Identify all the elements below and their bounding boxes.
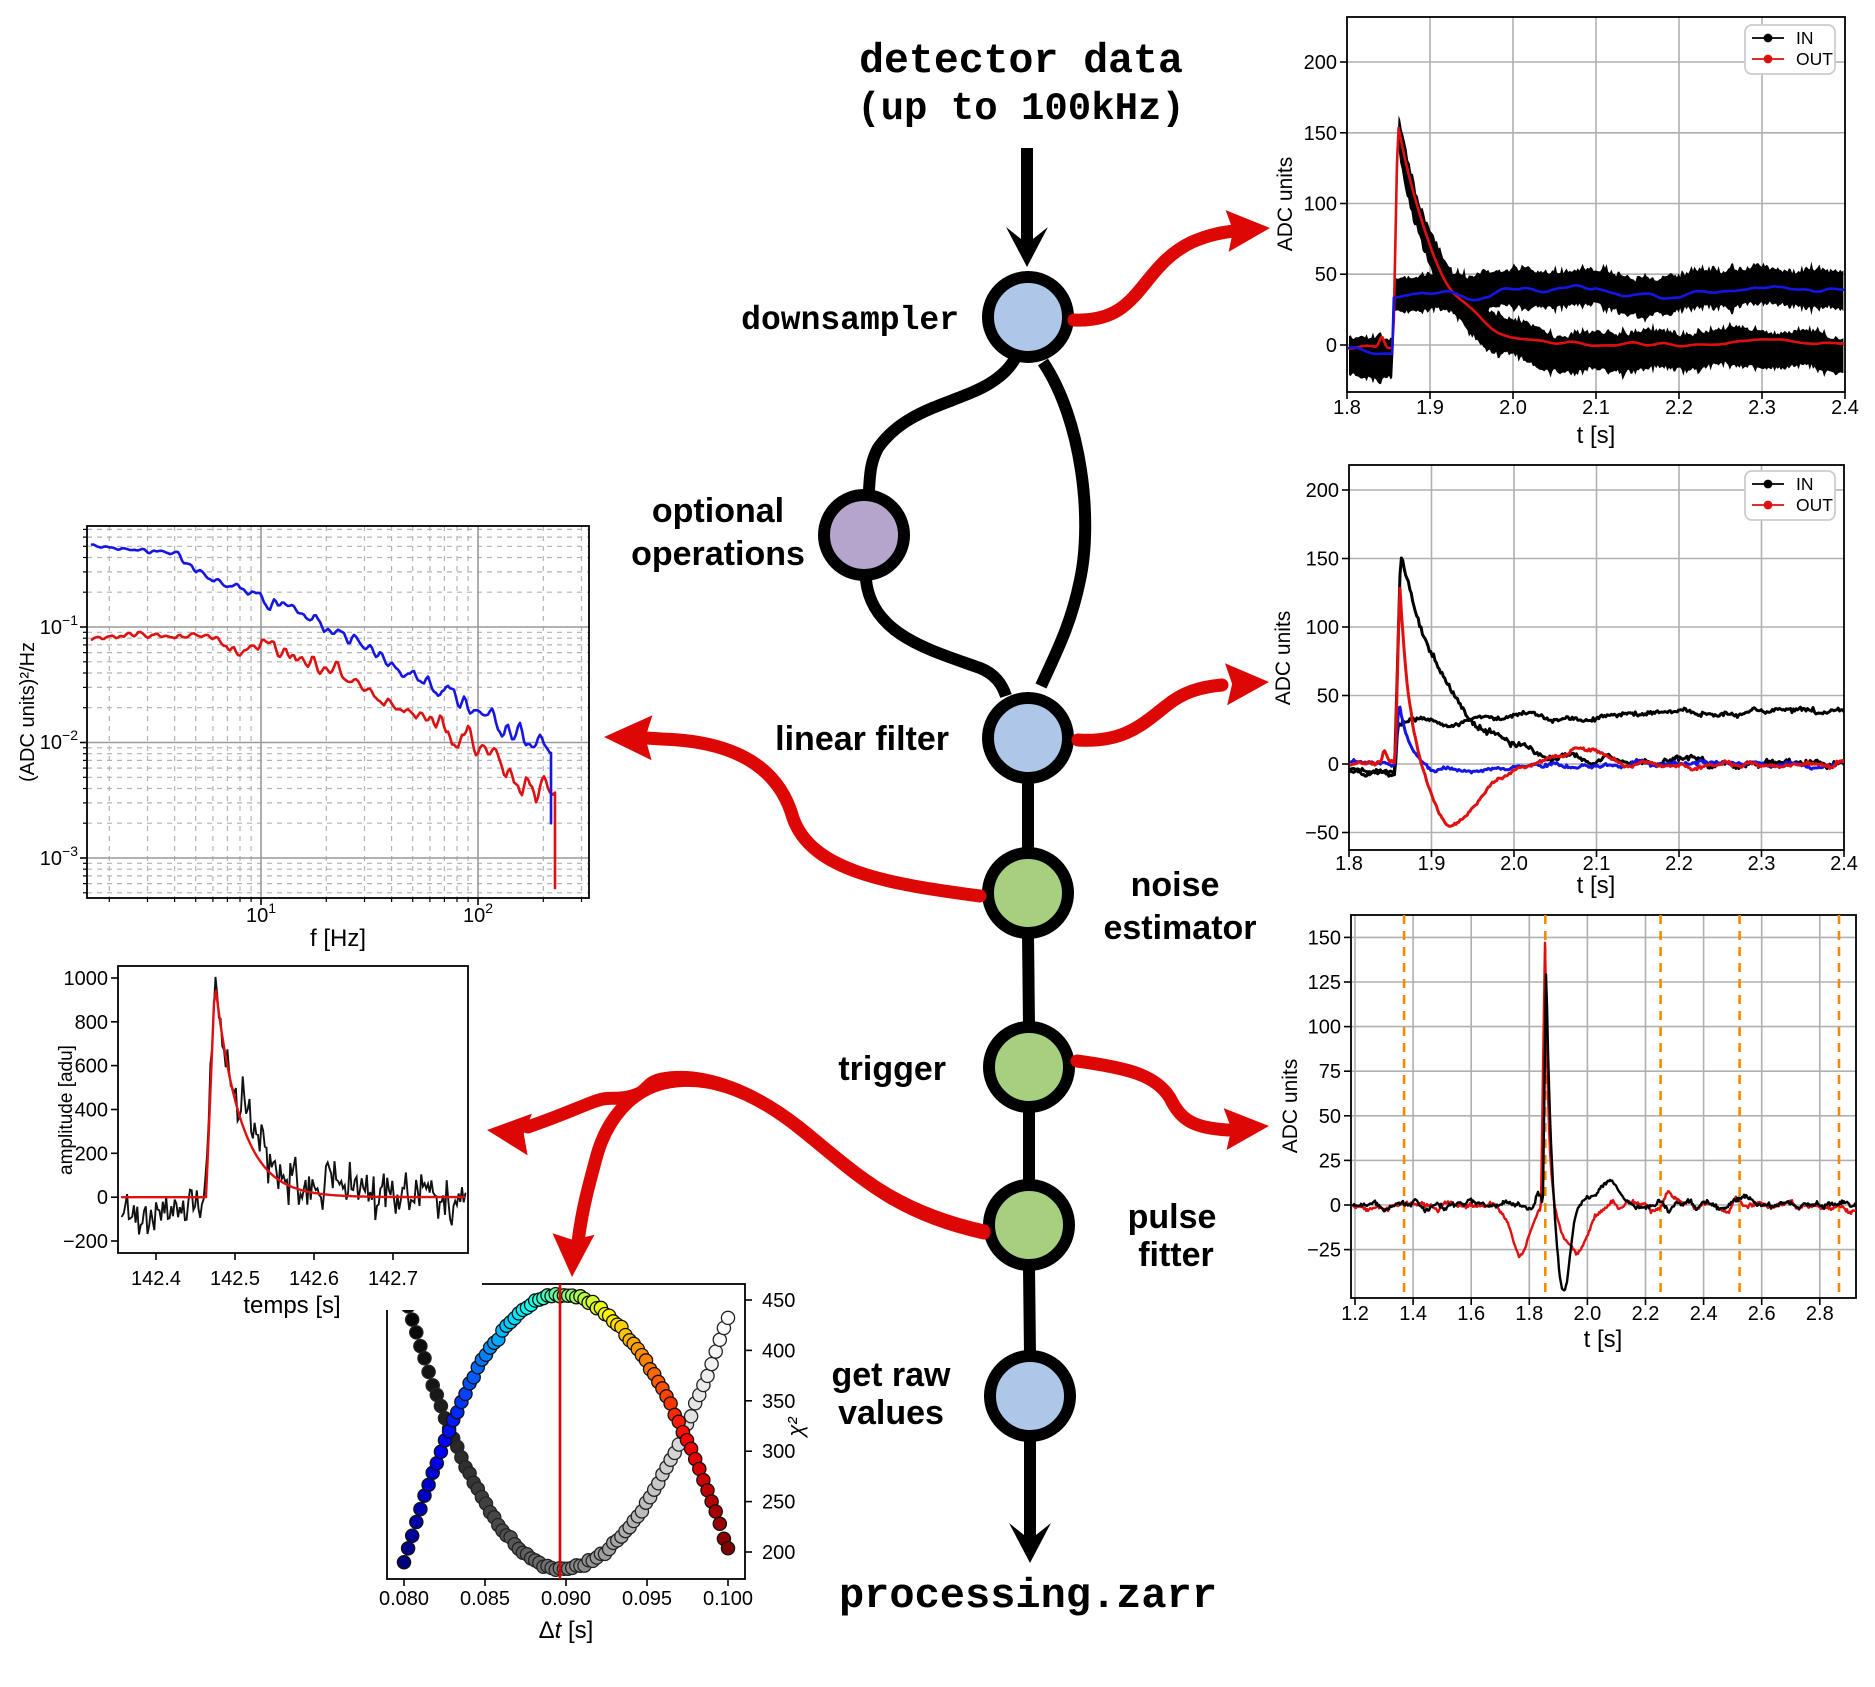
svg-text:2.8: 2.8 <box>1806 1303 1834 1325</box>
svg-text:142.7: 142.7 <box>368 1268 418 1290</box>
svg-text:ADC units: ADC units <box>1274 157 1297 252</box>
svg-text:0: 0 <box>1328 754 1339 776</box>
svg-text:pulse: pulse <box>1128 1198 1217 1236</box>
svg-text:50: 50 <box>1319 1106 1341 1128</box>
svg-text:100: 100 <box>1304 194 1337 216</box>
svg-text:fitter: fitter <box>1138 1236 1214 1274</box>
svg-text:OUT: OUT <box>1796 49 1833 69</box>
svg-text:150: 150 <box>1306 549 1339 571</box>
svg-text:100: 100 <box>1308 1017 1341 1039</box>
svg-text:2.0: 2.0 <box>1573 1303 1601 1325</box>
svg-text:2.2: 2.2 <box>1632 1303 1660 1325</box>
svg-text:150: 150 <box>1304 123 1337 145</box>
svg-text:1.9: 1.9 <box>1416 397 1444 419</box>
svg-text:1.6: 1.6 <box>1457 1303 1485 1325</box>
svg-text:125: 125 <box>1308 972 1341 994</box>
svg-text:t [s]: t [s] <box>1577 872 1616 899</box>
svg-text:−25: −25 <box>1307 1240 1341 1262</box>
svg-text:250: 250 <box>762 1492 795 1514</box>
svg-text:temps [s]: temps [s] <box>243 1292 340 1319</box>
svg-text:linear filter: linear filter <box>775 720 949 758</box>
svg-text:0.100: 0.100 <box>703 1588 753 1610</box>
svg-text:detector data: detector data <box>859 38 1183 85</box>
svg-text:1.2: 1.2 <box>1341 1303 1369 1325</box>
svg-text:450: 450 <box>762 1290 795 1312</box>
svg-text:(up to 100kHz): (up to 100kHz) <box>857 87 1185 131</box>
svg-text:2.1: 2.1 <box>1582 397 1610 419</box>
svg-text:150: 150 <box>1308 927 1341 949</box>
svg-text:IN: IN <box>1796 28 1814 48</box>
svg-text:1000: 1000 <box>64 968 109 990</box>
svg-text:2.2: 2.2 <box>1665 853 1693 875</box>
svg-text:1.8: 1.8 <box>1335 853 1363 875</box>
svg-text:0: 0 <box>97 1187 108 1209</box>
svg-text:noise: noise <box>1131 866 1220 904</box>
svg-text:142.6: 142.6 <box>289 1268 339 1290</box>
svg-text:0.085: 0.085 <box>460 1588 510 1610</box>
svg-text:OUT: OUT <box>1796 495 1833 515</box>
svg-text:optional: optional <box>652 492 784 530</box>
svg-text:downsampler: downsampler <box>741 302 959 339</box>
svg-text:50: 50 <box>1317 686 1339 708</box>
svg-text:2.2: 2.2 <box>1665 397 1693 419</box>
svg-text:get raw: get raw <box>831 1356 951 1394</box>
svg-text:10−1: 10−1 <box>40 612 78 639</box>
svg-text:Δt [s]: Δt [s] <box>539 1617 594 1644</box>
svg-text:800: 800 <box>75 1012 108 1034</box>
svg-text:−200: −200 <box>63 1231 108 1253</box>
svg-text:2.3: 2.3 <box>1748 853 1776 875</box>
svg-text:ADC units: ADC units <box>1272 611 1295 706</box>
svg-text:300: 300 <box>762 1441 795 1463</box>
svg-text:1.4: 1.4 <box>1399 1303 1427 1325</box>
svg-text:75: 75 <box>1319 1061 1341 1083</box>
svg-text:t [s]: t [s] <box>1577 422 1616 449</box>
svg-text:2.4: 2.4 <box>1830 853 1858 875</box>
svg-text:600: 600 <box>75 1056 108 1078</box>
svg-text:χ²: χ² <box>783 1417 808 1439</box>
svg-text:values: values <box>838 1394 944 1432</box>
svg-text:400: 400 <box>75 1100 108 1122</box>
svg-text:50: 50 <box>1315 264 1337 286</box>
svg-text:processing.zarr: processing.zarr <box>839 1572 1217 1620</box>
svg-text:2.4: 2.4 <box>1690 1303 1718 1325</box>
svg-text:2.4: 2.4 <box>1831 397 1859 419</box>
svg-text:350: 350 <box>762 1391 795 1413</box>
svg-text:0.080: 0.080 <box>379 1588 429 1610</box>
svg-text:200: 200 <box>1306 480 1339 502</box>
svg-text:amplitude [adu]: amplitude [adu] <box>56 1045 77 1175</box>
svg-text:10−2: 10−2 <box>40 727 78 754</box>
svg-text:2.1: 2.1 <box>1583 853 1611 875</box>
svg-text:200: 200 <box>75 1143 108 1165</box>
svg-text:(ADC units)²/Hz: (ADC units)²/Hz <box>17 642 39 782</box>
svg-text:t [s]: t [s] <box>1584 1326 1623 1353</box>
svg-text:1.9: 1.9 <box>1418 853 1446 875</box>
svg-text:ADC units: ADC units <box>1279 1059 1302 1154</box>
svg-text:1.8: 1.8 <box>1515 1303 1543 1325</box>
svg-text:142.5: 142.5 <box>210 1268 260 1290</box>
svg-text:400: 400 <box>762 1340 795 1362</box>
svg-text:100: 100 <box>1306 617 1339 639</box>
svg-text:trigger: trigger <box>838 1050 946 1088</box>
svg-text:2.0: 2.0 <box>1500 853 1528 875</box>
svg-text:142.4: 142.4 <box>131 1268 181 1290</box>
svg-text:estimator: estimator <box>1103 909 1256 947</box>
svg-text:25: 25 <box>1319 1150 1341 1172</box>
svg-text:200: 200 <box>762 1542 795 1564</box>
svg-text:0: 0 <box>1330 1195 1341 1217</box>
svg-text:operations: operations <box>631 535 805 573</box>
svg-text:2.0: 2.0 <box>1499 397 1527 419</box>
svg-text:0.095: 0.095 <box>622 1588 672 1610</box>
svg-text:−50: −50 <box>1305 823 1339 845</box>
svg-text:0: 0 <box>1326 335 1337 357</box>
svg-text:2.3: 2.3 <box>1748 397 1776 419</box>
svg-text:1.8: 1.8 <box>1333 397 1361 419</box>
svg-text:200: 200 <box>1304 52 1337 74</box>
svg-text:2.6: 2.6 <box>1748 1303 1776 1325</box>
svg-text:IN: IN <box>1796 474 1814 494</box>
svg-text:0.090: 0.090 <box>541 1588 591 1610</box>
svg-text:f [Hz]: f [Hz] <box>310 925 366 952</box>
